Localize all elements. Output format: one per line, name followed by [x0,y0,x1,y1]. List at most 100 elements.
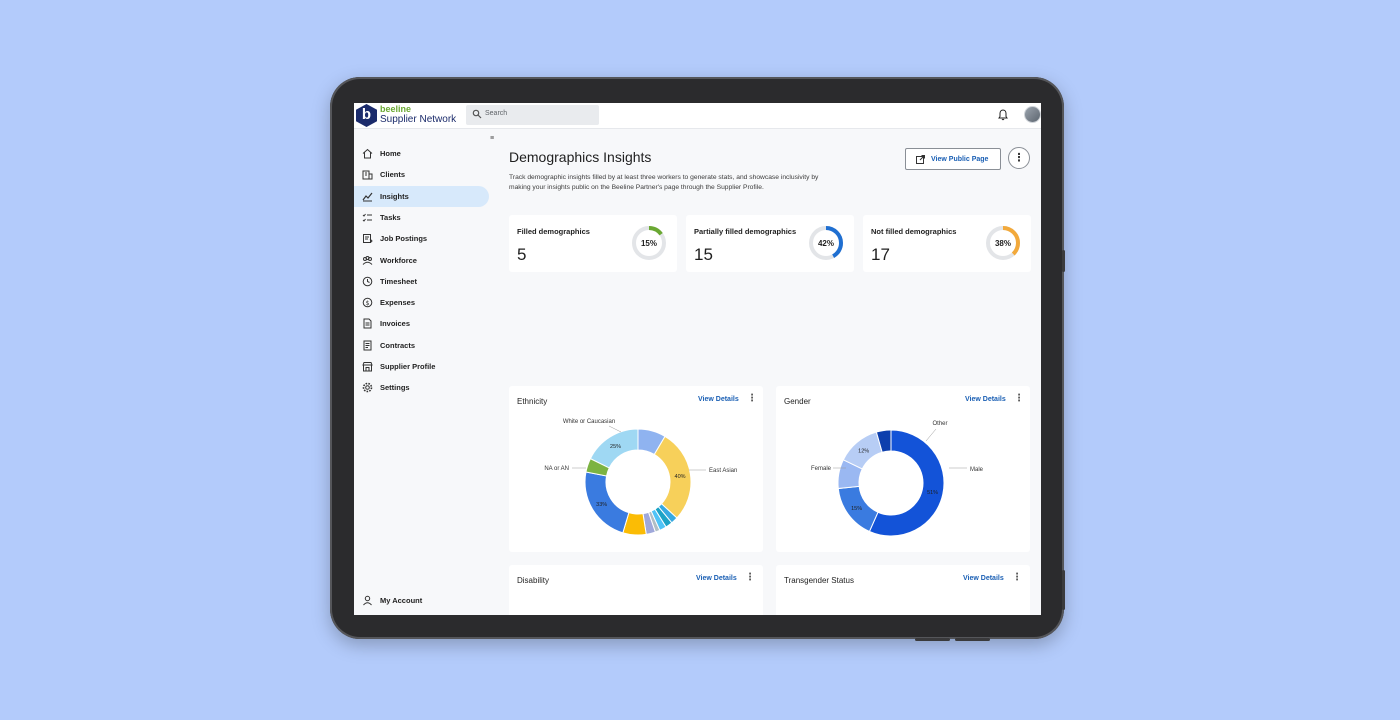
donut-slice[interactable] [589,428,639,469]
sidebar-item-label: Expenses [380,298,416,308]
sidebar-item-settings[interactable]: Settings [354,377,489,398]
insights-icon [362,192,373,202]
tablet-side-button [1062,250,1065,272]
sidebar-item-tasks[interactable]: Tasks [354,207,489,228]
view-public-page-button[interactable]: View Public Page [905,148,1001,170]
person-icon [363,595,372,606]
label-leader-line [925,428,937,442]
home-icon [362,148,373,159]
view-details-link[interactable]: View Details [698,396,739,403]
card-more-icon[interactable]: ⋮ [745,572,755,583]
tablet-volume-button [915,638,950,641]
sidebar-item-label: Contracts [380,340,416,350]
slice-outside-label: White or Caucasian [563,419,615,425]
card-title: Disability [517,576,550,585]
progress-ring: 42% [809,226,843,260]
sidebar-item-label: Settings [380,383,410,393]
gear-icon [362,382,373,393]
top-bar: b beeline Supplier Network Search [354,103,1041,129]
slice-label: 40% [675,474,686,480]
card-more-icon[interactable]: ⋮ [1014,393,1024,404]
search-icon [472,109,482,119]
sidebar-item-label: Home [380,149,401,158]
sidebar-item-supplier-profile[interactable]: Supplier Profile [354,356,489,377]
sidebar-item-home[interactable]: Home [354,143,489,164]
more-options-button[interactable]: ⋮ [1008,147,1030,169]
sidebar-item-label: Workforce [380,255,417,265]
page-description: Track demographic insights filled by at … [509,174,819,191]
stat-value: 17 [871,245,890,264]
stat-label: Partially filled demographics [694,227,797,236]
slice-outside-label: East Asian [709,468,737,474]
slice-outside-label: NA or AN [544,466,569,472]
collapse-menu-icon[interactable]: ≡ [490,135,495,142]
sidebar-item-my-account[interactable]: My Account [354,590,489,611]
main-content: Demographics Insights Track demographic … [495,130,1041,615]
card-title: Ethnicity [517,397,548,406]
transgender-card: Transgender Status View Details ⋮ 6% (4)… [776,565,1030,615]
clock-icon [362,276,373,287]
sidebar-item-label: Tasks [380,212,401,222]
sidebar-item-label: Job Postings [380,234,428,244]
search-input[interactable]: Search [466,105,599,125]
stat-value: 15 [694,245,713,264]
progress-ring-fill [632,226,666,260]
stat-card: Not filled demographics 17 38% [863,215,1031,272]
label-leader-line [608,425,622,433]
stat-card: Partially filled demographics 15 42% [686,215,854,272]
gender-card: Gender View Details ⋮ 51% 15% 12% Other Male… [776,386,1030,552]
sidebar-item-invoices[interactable]: Invoices [354,313,489,334]
job-postings-icon [363,234,373,244]
sidebar-item-workforce[interactable]: Workforce [354,250,489,271]
slice-label: 25% [610,444,621,450]
search-placeholder: Search [485,110,508,117]
sidebar: Home Clients Insights Tasks Job Postings Work… [354,130,495,615]
sidebar-item-expenses[interactable]: $ Expenses [354,292,489,313]
slice-label: 51% [927,490,938,496]
view-public-page-label: View Public Page [931,156,989,163]
stat-label: Not filled demographics [871,227,957,236]
sidebar-item-clients[interactable]: Clients [354,164,489,185]
stat-label: Filled demographics [517,227,590,236]
ethnicity-card: Ethnicity View Details ⋮ 40% 33% 25% White … [509,386,763,552]
card-more-icon[interactable]: ⋮ [1012,572,1022,583]
stat-card: Filled demographics 5 15% [509,215,677,272]
card-title: Transgender Status [784,576,854,585]
sidebar-item-label: Insights [380,191,409,201]
sidebar-item-label: My Account [380,596,423,605]
donut-slice[interactable] [875,429,892,453]
ethnicity-donut-chart: 40% 33% 25% White or Caucasian East Asian NA … [544,419,737,536]
beeline-logo-icon[interactable]: b [356,104,377,127]
building-icon [362,170,373,180]
donut-slice[interactable] [868,429,945,537]
slice-outside-label: Other [932,421,947,427]
sidebar-item-job-postings[interactable]: Job Postings [354,228,489,249]
sidebar-item-label: Timesheet [380,276,417,286]
stat-value: 5 [517,245,527,264]
avatar[interactable] [1024,106,1041,123]
progress-ring-fill [809,226,843,260]
progress-ring: 15% [632,226,666,260]
contract-icon [363,340,372,351]
app-name: Supplier Network [380,114,457,125]
workforce-icon [362,255,373,265]
sidebar-item-label: Clients [380,170,406,180]
progress-ring-fill [986,226,1020,260]
sidebar-item-label: Supplier Profile [380,362,436,371]
slice-label: 15% [851,506,862,512]
card-more-icon[interactable]: ⋮ [747,393,757,404]
tablet-side-button [1062,570,1065,610]
slice-label: 33% [596,502,607,508]
disability-card: Disability View Details ⋮ 6% (4)68% (20)… [509,565,763,615]
view-details-link[interactable]: View Details [965,396,1006,403]
slice-label: 12% [858,448,869,454]
view-details-link[interactable]: View Details [963,575,1004,582]
sidebar-item-contracts[interactable]: Contracts [354,335,489,356]
tablet-volume-button [955,638,990,641]
brand-name: beeline [380,104,412,114]
page-title: Demographics Insights [509,149,652,165]
sidebar-item-insights[interactable]: Insights [354,185,489,207]
bell-icon[interactable] [998,109,1008,121]
view-details-link[interactable]: View Details [696,575,737,582]
sidebar-item-timesheet[interactable]: Timesheet [354,271,489,292]
